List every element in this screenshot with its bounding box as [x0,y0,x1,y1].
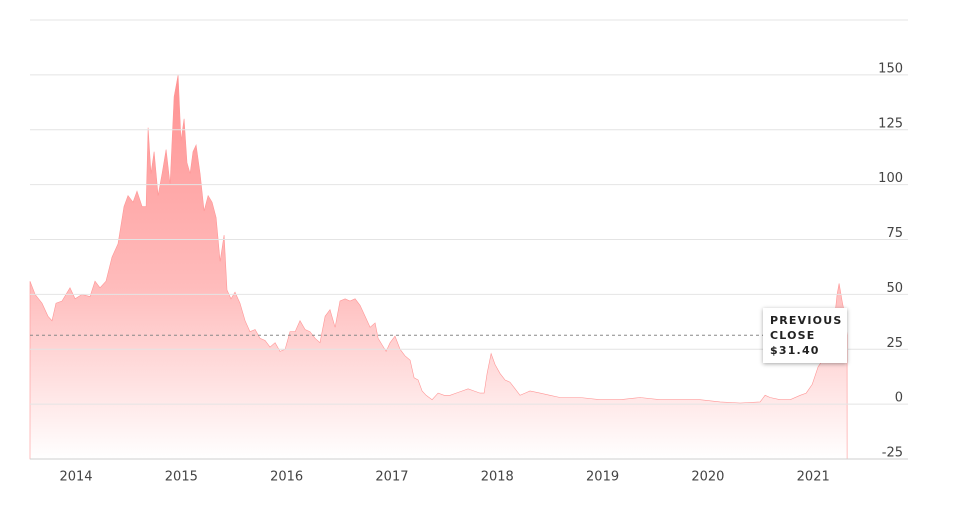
x-tick-label: 2017 [375,470,408,485]
previous-close-note: PREVIOUS CLOSE $31.40 [763,308,847,363]
x-tick-label: 2018 [481,470,514,485]
x-tick-label: 2019 [586,470,619,485]
x-tick-label: 2021 [797,470,830,485]
y-tick-label: 150 [878,61,903,76]
x-tick-label: 2016 [270,470,303,485]
x-tick-label: 2020 [691,470,724,485]
price-area [29,74,848,460]
y-tick-label: 100 [878,171,903,186]
x-tick-label: 2015 [165,470,198,485]
y-tick-label: 75 [886,226,903,241]
note-label: PREVIOUS CLOSE [770,314,843,342]
y-tick-label: -25 [882,446,903,461]
y-tick-label: 50 [886,281,903,296]
x-tick-label: 2014 [59,470,92,485]
y-tick-label: 125 [878,116,903,131]
note-value: $31.40 [770,344,820,357]
y-tick-label: 0 [895,391,903,406]
y-tick-label: 25 [886,336,903,351]
